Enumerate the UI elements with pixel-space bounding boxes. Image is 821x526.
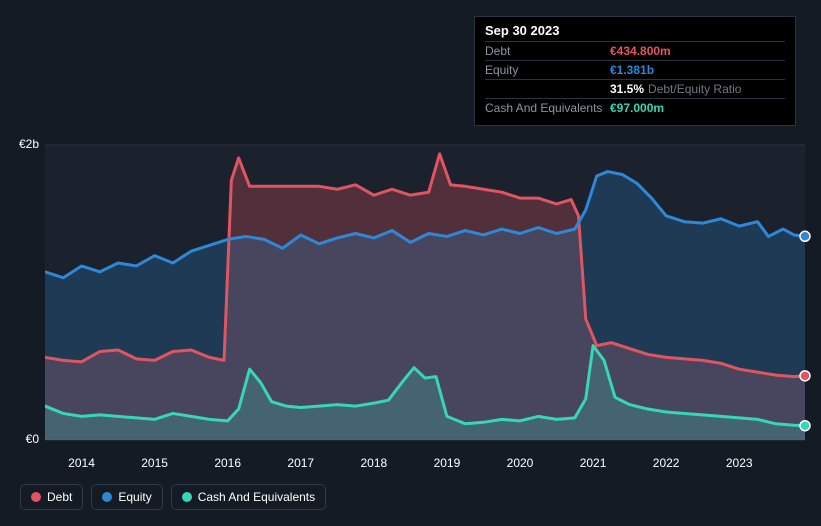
chart-tooltip: Sep 30 2023 Debt€434.800mEquity€1.381b31… bbox=[474, 16, 796, 126]
tooltip-value: €434.800m bbox=[610, 44, 671, 58]
x-axis-label: 2023 bbox=[726, 456, 753, 470]
x-axis-label: 2019 bbox=[434, 456, 461, 470]
x-axis-label: 2018 bbox=[360, 456, 387, 470]
tooltip-row: Equity€1.381b bbox=[485, 60, 785, 79]
x-axis-label: 2016 bbox=[214, 456, 241, 470]
x-axis-label: 2021 bbox=[580, 456, 607, 470]
x-axis-label: 2015 bbox=[141, 456, 168, 470]
legend-item-debt[interactable]: Debt bbox=[20, 484, 83, 510]
legend-label: Cash And Equivalents bbox=[198, 490, 315, 504]
tooltip-label: Equity bbox=[485, 63, 610, 77]
x-axis-label: 2014 bbox=[68, 456, 95, 470]
tooltip-value: €1.381b bbox=[610, 63, 654, 77]
tooltip-label bbox=[485, 82, 610, 96]
tooltip-label: Debt bbox=[485, 44, 610, 58]
chart-legend: Debt Equity Cash And Equivalents bbox=[20, 484, 326, 510]
tooltip-value: €97.000m bbox=[610, 101, 664, 115]
legend-label: Debt bbox=[47, 490, 72, 504]
tooltip-row: 31.5% Debt/Equity Ratio bbox=[485, 79, 785, 98]
tooltip-row: Debt€434.800m bbox=[485, 41, 785, 60]
debt-equity-chart: Sep 30 2023 Debt€434.800mEquity€1.381b31… bbox=[0, 0, 821, 526]
tooltip-date: Sep 30 2023 bbox=[485, 23, 785, 41]
tooltip-value: 31.5% bbox=[610, 82, 644, 96]
legend-item-cash-and-equivalents[interactable]: Cash And Equivalents bbox=[171, 484, 326, 510]
legend-dot-icon bbox=[182, 492, 192, 502]
legend-item-equity[interactable]: Equity bbox=[91, 484, 162, 510]
x-axis-label: 2022 bbox=[653, 456, 680, 470]
x-axis-label: 2017 bbox=[287, 456, 314, 470]
y-axis-label: €0 bbox=[26, 432, 39, 446]
tooltip-suffix: Debt/Equity Ratio bbox=[648, 82, 741, 96]
legend-dot-icon bbox=[31, 492, 41, 502]
y-axis-label: €2b bbox=[19, 137, 39, 151]
legend-label: Equity bbox=[118, 490, 151, 504]
legend-dot-icon bbox=[102, 492, 112, 502]
tooltip-row: Cash And Equivalents€97.000m bbox=[485, 98, 785, 117]
x-axis-label: 2020 bbox=[507, 456, 534, 470]
tooltip-label: Cash And Equivalents bbox=[485, 101, 610, 115]
